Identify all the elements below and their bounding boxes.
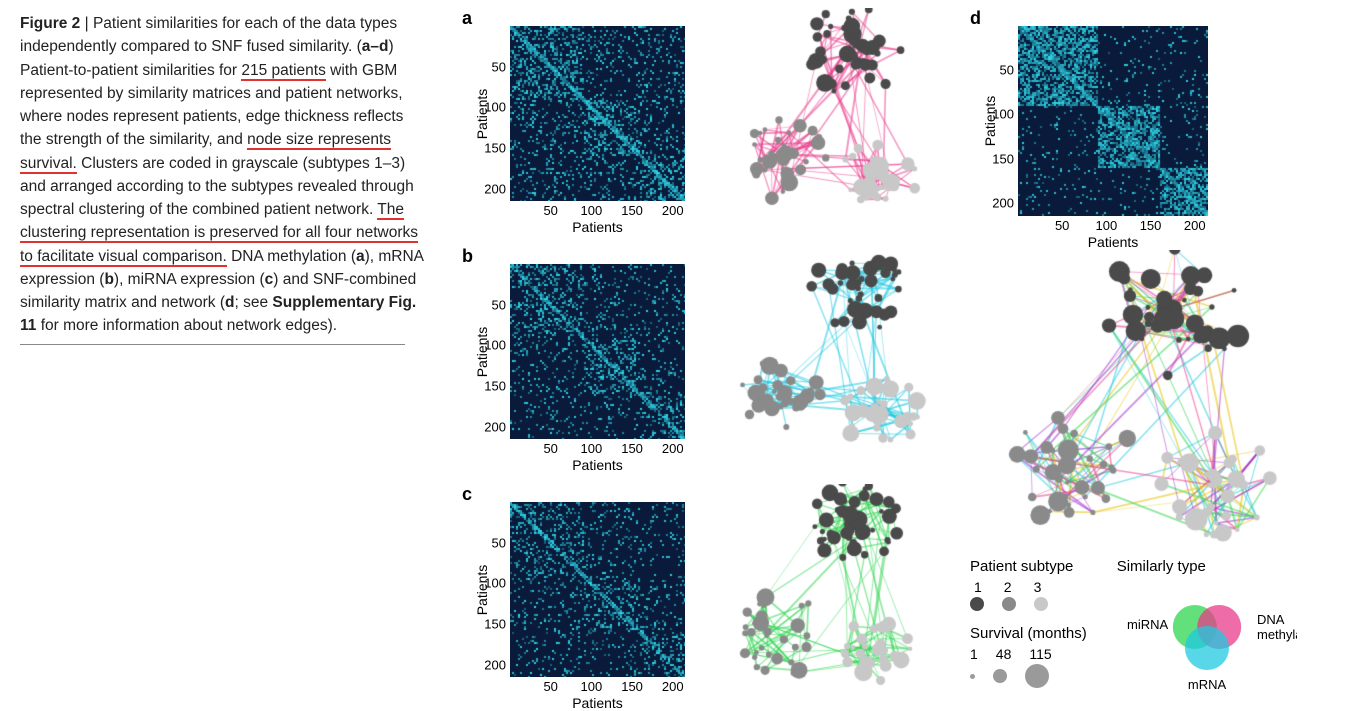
ytick: 150 [484, 617, 506, 632]
xtick: 50 [1055, 218, 1069, 233]
survival-dot [970, 674, 975, 679]
ylabel: Patients [474, 88, 490, 139]
panel-label-b: b [462, 246, 473, 267]
xtick: 100 [581, 441, 603, 456]
ytick: 50 [492, 297, 506, 312]
ytick: 50 [492, 59, 506, 74]
xtick: 150 [621, 203, 643, 218]
ytick: 200 [484, 657, 506, 672]
heatmap-canvas [510, 264, 685, 439]
svg-text:DNA: DNA [1257, 612, 1285, 627]
panel-label-d: d [970, 8, 981, 29]
svg-text:mRNA: mRNA [1188, 677, 1227, 692]
panel-b-network [718, 246, 938, 456]
heatmap-canvas [510, 26, 685, 201]
panel-b-heatmap: b5050100100150150200200PatientsPatients [510, 264, 685, 439]
ytick: 200 [992, 195, 1014, 210]
caption-rule [20, 344, 405, 345]
figure-label: Figure 2 [20, 15, 80, 32]
xtick: 200 [1184, 218, 1206, 233]
ytick: 200 [484, 419, 506, 434]
xtick: 200 [662, 203, 684, 218]
legend-subtype-title: Patient subtype [970, 558, 1087, 575]
panel-d-heatmap: d5050100100150150200200PatientsPatients [1018, 26, 1208, 216]
xlabel: Patients [572, 219, 623, 235]
panel-d-network [978, 250, 1298, 550]
panel-a-heatmap: a5050100100150150200200PatientsPatients [510, 26, 685, 201]
legend-similarity-title: Similarly type [1117, 558, 1297, 575]
panel-a-network [718, 8, 938, 218]
xlabel: Patients [572, 457, 623, 473]
ytick: 50 [492, 535, 506, 550]
xtick: 200 [662, 441, 684, 456]
ylabel: Patients [982, 96, 998, 147]
ylabel: Patients [474, 326, 490, 377]
panel-label-a: a [462, 8, 472, 29]
xtick: 100 [581, 203, 603, 218]
figure-caption: Figure 2 | Patient similarities for each… [20, 12, 425, 345]
xlabel: Patients [572, 695, 623, 711]
heatmap-canvas [510, 502, 685, 677]
xtick: 50 [543, 679, 557, 694]
subtype-dot [1034, 597, 1048, 611]
heatmap-canvas [1018, 26, 1208, 216]
legend-similarity: Similarly type miRNA DNAmethylation mRNA [1117, 558, 1297, 702]
survival-dot [993, 669, 1007, 683]
ytick: 200 [484, 181, 506, 196]
xtick: 150 [621, 441, 643, 456]
xtick: 150 [1140, 218, 1162, 233]
ylabel: Patients [474, 564, 490, 615]
ytick: 50 [1000, 63, 1014, 78]
ytick: 150 [992, 151, 1014, 166]
svg-text:miRNA: miRNA [1127, 617, 1168, 632]
svg-text:methylation: methylation [1257, 627, 1297, 642]
xtick: 50 [543, 203, 557, 218]
panel-c-network [718, 484, 938, 694]
legend-subtype: Patient subtype123Survival (months)14811… [970, 558, 1087, 688]
legend-survival: Survival (months)148115 [970, 625, 1087, 688]
panel-label-c: c [462, 484, 472, 505]
xtick: 200 [662, 679, 684, 694]
xtick: 50 [543, 441, 557, 456]
ytick: 150 [484, 379, 506, 394]
survival-dot [1025, 664, 1049, 688]
figure-legend: Patient subtype123Survival (months)14811… [970, 558, 1330, 702]
legend-survival-title: Survival (months) [970, 625, 1087, 642]
panel-c-heatmap: c5050100100150150200200PatientsPatients [510, 502, 685, 677]
venn-diagram: miRNA DNAmethylation mRNA [1117, 579, 1297, 699]
ytick: 150 [484, 141, 506, 156]
xtick: 100 [581, 679, 603, 694]
subtype-dot [970, 597, 984, 611]
subtype-dot [1002, 597, 1016, 611]
xtick: 150 [621, 679, 643, 694]
xtick: 100 [1096, 218, 1118, 233]
xlabel: Patients [1088, 234, 1139, 250]
